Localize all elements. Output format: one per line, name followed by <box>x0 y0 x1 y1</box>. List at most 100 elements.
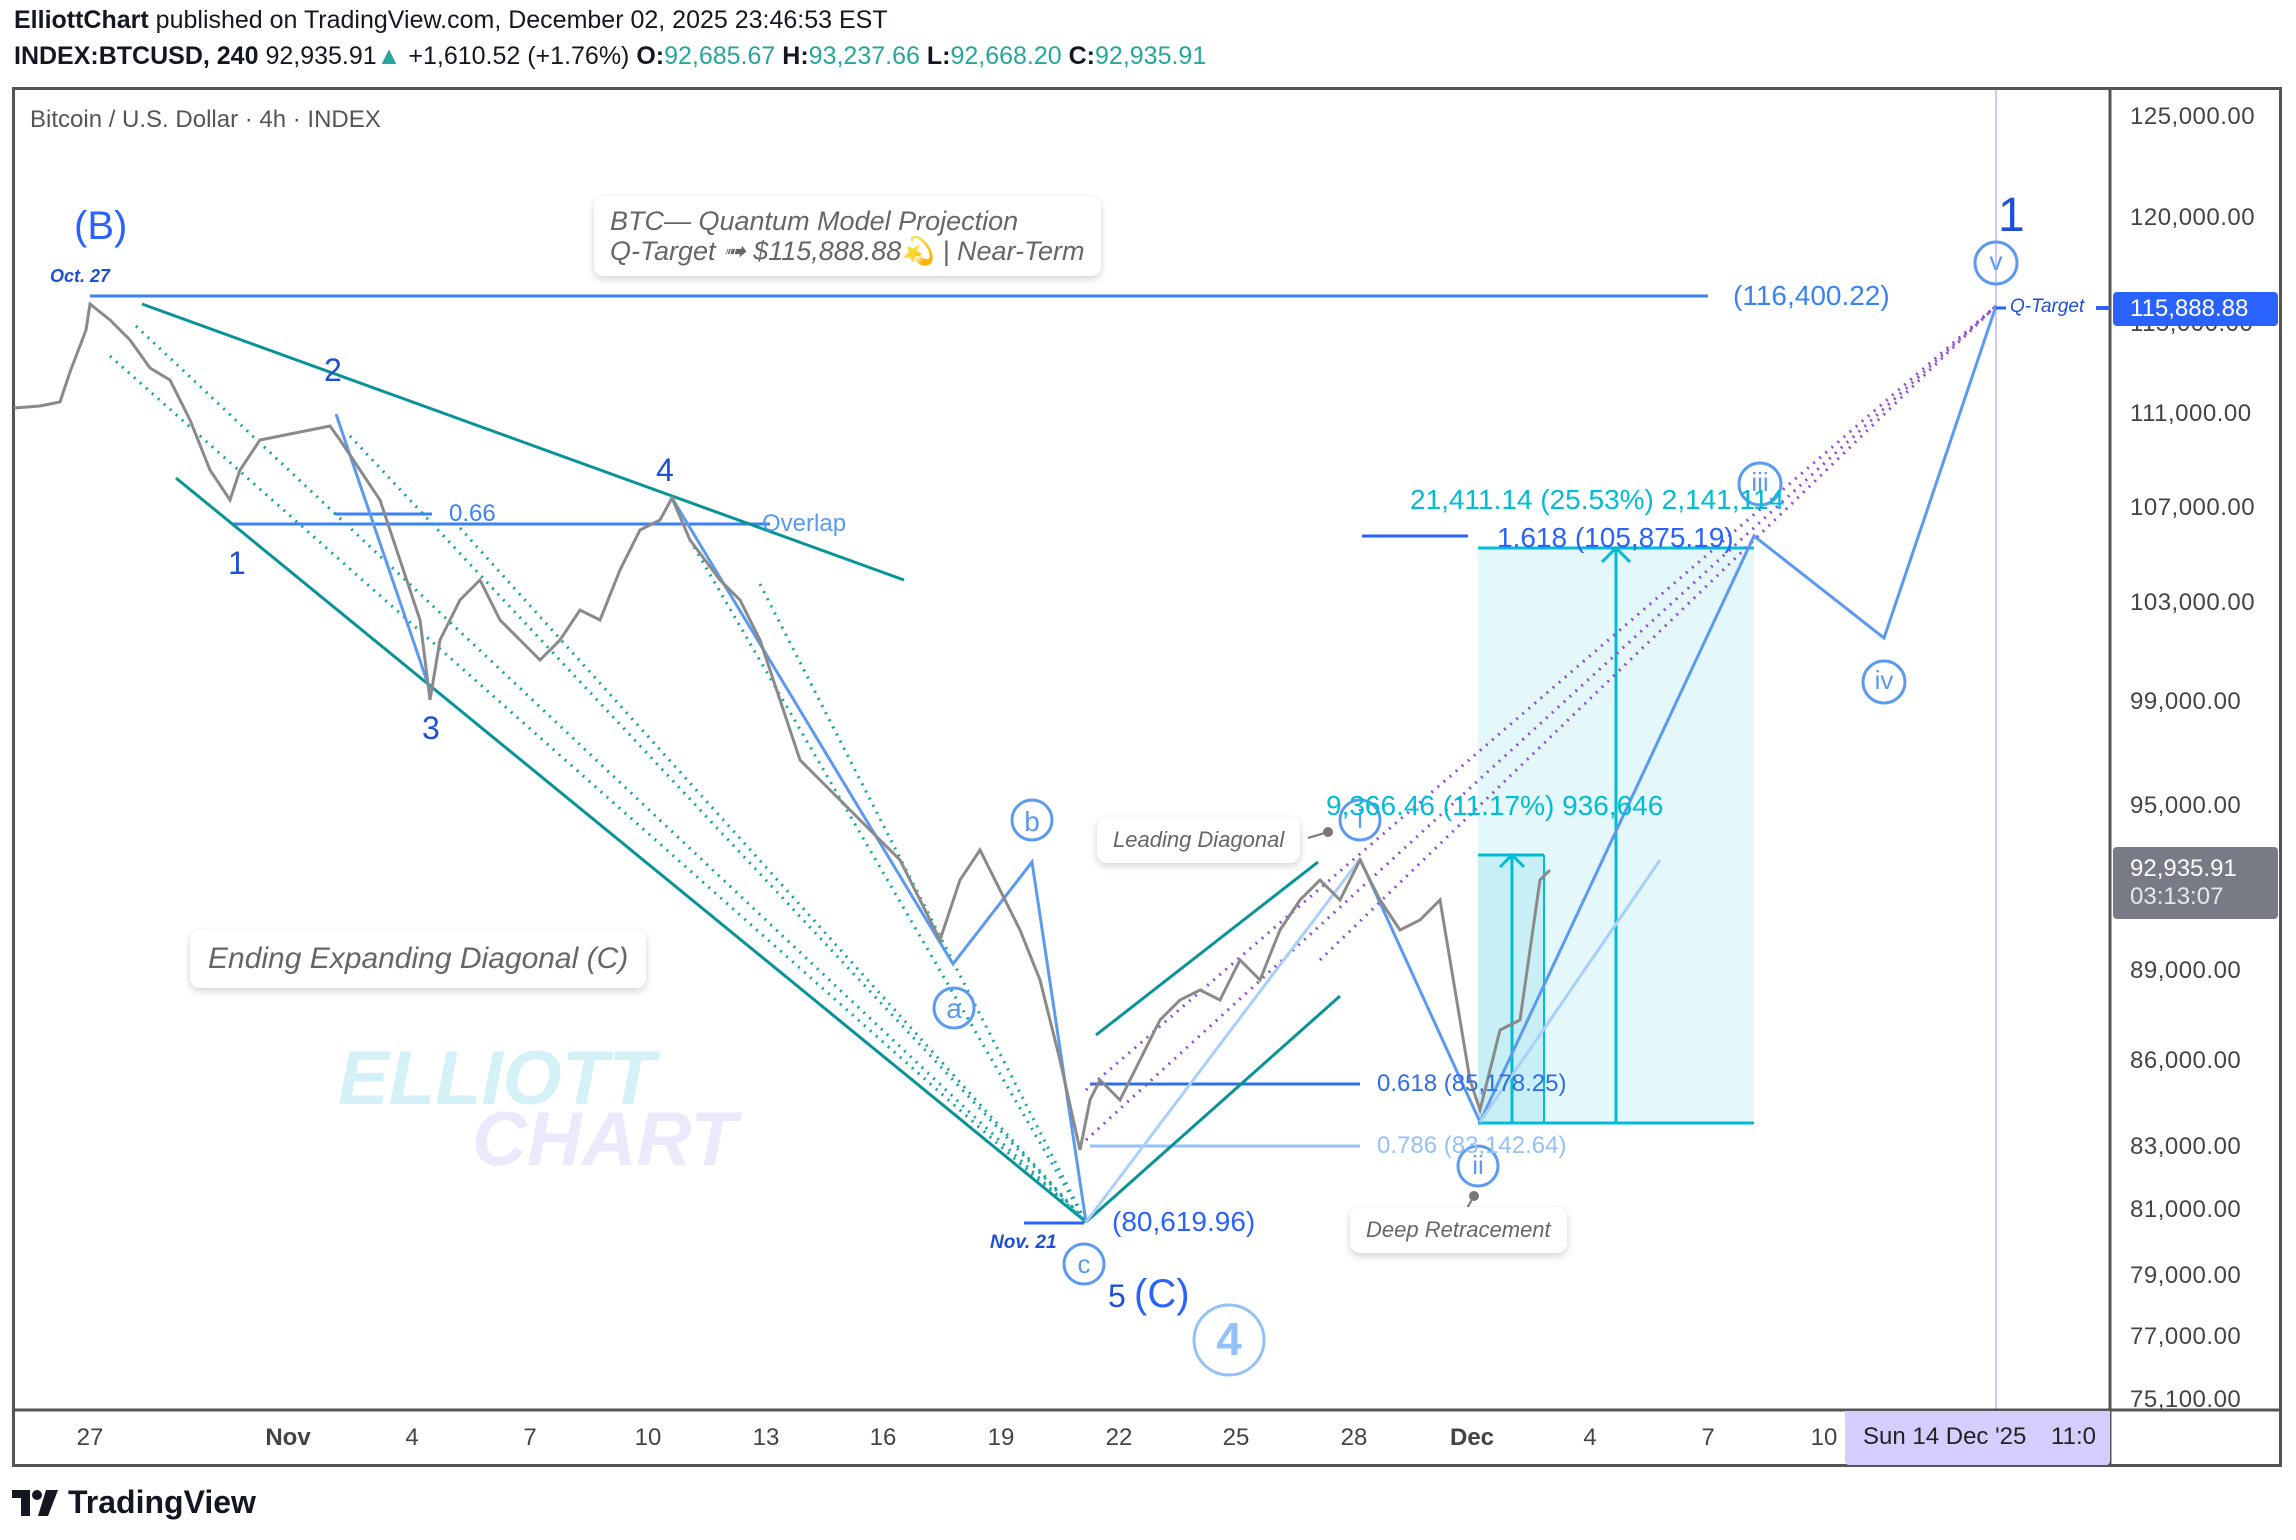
price-tick: 103,000.00 <box>2130 589 2256 616</box>
price-tick: 79,000.00 <box>2130 1262 2242 1289</box>
price-tick: 77,000.00 <box>2130 1323 2242 1350</box>
tradingview-logo[interactable]: TradingView <box>12 1484 256 1521</box>
author-name[interactable]: ElliottChart <box>14 6 149 34</box>
overlap-label: Overlap <box>762 510 847 537</box>
price-tick: 95,000.00 <box>2130 792 2242 819</box>
wave-4-label: 4 <box>656 452 674 488</box>
price-tick: 99,000.00 <box>2130 688 2242 715</box>
time-tick: 7 <box>1701 1424 1715 1451</box>
wave-5-label: 5 <box>1108 1278 1126 1314</box>
time-tick: 10 <box>1810 1424 1838 1451</box>
wave-B-label: (B) <box>74 204 128 248</box>
time-tick: 4 <box>405 1424 419 1451</box>
wave-i-sub-label: i <box>1357 804 1363 834</box>
wave-a-sub-label: a <box>946 993 962 1024</box>
low-value: 92,668.20 <box>950 42 1062 70</box>
wave-ii-sub-label: ii <box>1472 1150 1484 1180</box>
symbol-label: INDEX:BTCUSD, 240 <box>14 42 259 70</box>
time-tick: 27 <box>76 1424 104 1451</box>
last-price-badge: 92,935.91 03:13:07 <box>2113 847 2278 919</box>
price-axis[interactable]: 125,000.00 120,000.00 115,000.00 111,000… <box>2110 87 2282 1413</box>
open-label: O: <box>636 42 665 70</box>
symbol-ohlc-bar: INDEX:BTCUSD, 240 92,935.91▲ +1,610.52 (… <box>14 42 1206 71</box>
publish-info: ElliottChart published on TradingView.co… <box>14 6 888 35</box>
wave-4-big-circle <box>1192 1303 1266 1377</box>
chart-frame[interactable] <box>12 87 2282 1467</box>
open-value: 92,685.67 <box>664 42 776 70</box>
cursor-date: Sun 14 Dec '25 <box>1863 1423 2027 1450</box>
time-tick: 10 <box>634 1424 662 1451</box>
time-tick: 28 <box>1340 1424 1368 1451</box>
high-label: H: <box>782 42 809 70</box>
cursor-time: 11:0 <box>2051 1423 2096 1450</box>
price-tick: 125,000.00 <box>2130 103 2256 130</box>
pane-title: Bitcoin / U.S. Dollar · 4h · INDEX <box>30 106 381 133</box>
wave-b-sub-label: b <box>1024 806 1040 837</box>
wave-2-label: 2 <box>324 352 342 388</box>
wave-1-label: 1 <box>228 545 246 581</box>
wave-a-circle <box>932 986 976 1030</box>
price-tick: 86,000.00 <box>2130 1047 2242 1074</box>
time-tick: 13 <box>752 1424 780 1451</box>
low-label: L: <box>926 42 951 70</box>
wave-ii-circle <box>1456 1144 1500 1188</box>
wave-v-circle <box>1973 240 2019 286</box>
watermark-chart: CHART <box>472 1097 737 1182</box>
wave-3-label: 3 <box>422 710 440 746</box>
low-80619-label: (80,619.96) <box>1112 1206 1256 1237</box>
price-tick: 120,000.00 <box>2130 204 2256 231</box>
last-price: 92,935.91 <box>265 42 377 70</box>
fib-066-label: 0.66 <box>449 500 496 527</box>
wave-1-big-label: 1 <box>1998 189 2025 242</box>
price-tick: 81,000.00 <box>2130 1196 2242 1223</box>
high-value: 93,237.66 <box>808 42 920 70</box>
measure-small-label: 9,366.46 (11.17%) 936,646 <box>1326 790 1664 821</box>
time-tick: 25 <box>1222 1424 1250 1451</box>
time-tick: Nov <box>265 1424 311 1451</box>
price-tick: 83,000.00 <box>2130 1133 2242 1160</box>
price-tick: 75,100.00 <box>2130 1386 2242 1413</box>
projection-line-1: BTC— Quantum Model Projection <box>610 206 1019 236</box>
price-tick: 111,000.00 <box>2130 400 2252 427</box>
price-change: +1,610.52 (+1.76%) <box>408 42 630 70</box>
fib-1618-label: 1.618 (105,875.19) <box>1497 522 1734 553</box>
price-tick: 107,000.00 <box>2130 494 2256 521</box>
time-cursor-label: Sun 14 Dec '25 11:0 <box>1845 1411 2110 1465</box>
projection-line-2: Q-Target ➟ $115,888.88💫 | Near-Term <box>610 236 1085 266</box>
projection-note[interactable]: BTC— Quantum Model Projection Q-Target ➟… <box>594 196 1101 276</box>
leading-diagonal-note[interactable]: Leading Diagonal <box>1097 817 1301 863</box>
up-arrow-icon: ▲ <box>376 42 402 70</box>
fib-0786-label: 0.786 (83,142.64) <box>1377 1132 1567 1159</box>
price-bars <box>13 301 1552 1151</box>
qtarget-price-badge: 115,888.88 <box>2113 292 2278 326</box>
time-tick: 22 <box>1105 1424 1133 1451</box>
time-tick: Dec <box>1449 1424 1495 1451</box>
wave-c-sub-label: c <box>1077 1249 1091 1279</box>
time-axis[interactable]: 27 Nov 4 7 10 13 16 19 22 25 28 Dec 4 7 … <box>12 1410 2110 1467</box>
time-tick: 16 <box>869 1424 897 1451</box>
last-price-value: 92,935.91 <box>2130 855 2237 882</box>
tradingview-logo-icon <box>12 1489 58 1516</box>
time-tick: 19 <box>987 1424 1015 1451</box>
wave-iv-circle <box>1861 659 1907 705</box>
qtarget-label: Q-Target <box>2010 296 2085 317</box>
wave-c-circle <box>1062 1242 1106 1286</box>
wave-iii-circle <box>1737 461 1783 507</box>
ending-diagonal-note[interactable]: Ending Expanding Diagonal (C) <box>190 930 647 988</box>
nov21-label: Nov. 21 <box>990 1232 1057 1253</box>
level-116400-label: (116,400.22) <box>1733 280 1890 311</box>
oct27-label: Oct. 27 <box>50 266 111 286</box>
time-tick: 4 <box>1583 1424 1597 1451</box>
close-label: C: <box>1068 42 1096 70</box>
close-value: 92,935.91 <box>1095 42 1207 70</box>
tradingview-brand: TradingView <box>68 1484 256 1520</box>
measure-large-label: 21,411.14 (25.53%) 2,141,114 <box>1410 484 1785 515</box>
wave-iv-sub-label: iv <box>1874 665 1894 695</box>
wave-b-circle <box>1010 798 1054 842</box>
publish-text: published on TradingView.com, December 0… <box>155 6 888 34</box>
deep-retracement-note[interactable]: Deep Retracement <box>1350 1207 1567 1253</box>
bar-countdown: 03:13:07 <box>2130 883 2224 910</box>
watermark-elliott: ELLIOTT <box>338 1036 655 1121</box>
wave-C-label: (C) <box>1134 1272 1190 1316</box>
